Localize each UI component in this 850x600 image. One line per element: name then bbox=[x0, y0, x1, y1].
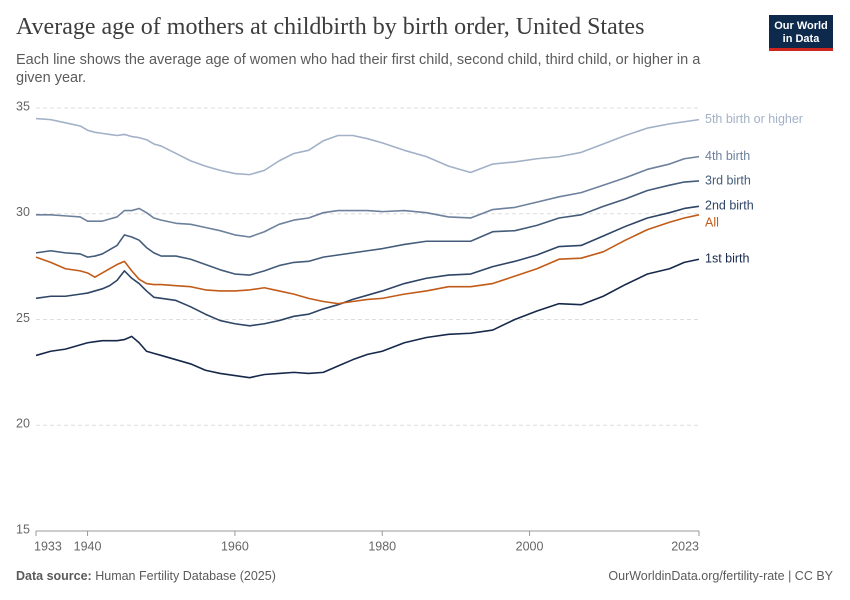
y-tick-label: 20 bbox=[16, 417, 30, 431]
x-tick-label: 2000 bbox=[516, 539, 544, 553]
legend-label: All bbox=[705, 216, 719, 230]
x-tick-label: 2023 bbox=[671, 539, 699, 553]
legend-label: 2nd birth bbox=[705, 199, 754, 213]
y-tick-label: 30 bbox=[16, 205, 30, 219]
logo[interactable]: Our World in Data bbox=[769, 15, 833, 51]
x-tick-label: 1960 bbox=[221, 539, 249, 553]
y-tick-label: 25 bbox=[16, 311, 30, 325]
series-line bbox=[36, 155, 700, 238]
source-label: Data source: bbox=[16, 569, 92, 583]
source-note: Data source: Human Fertility Database (2… bbox=[16, 569, 276, 583]
x-tick-label: 1933 bbox=[34, 539, 62, 553]
series-line bbox=[35, 117, 700, 176]
series-line bbox=[35, 258, 700, 379]
legend-label: 5th birth or higher bbox=[705, 112, 803, 126]
chart-title: Average age of mothers at childbirth by … bbox=[16, 14, 645, 40]
y-tick-label: 15 bbox=[16, 522, 30, 536]
x-tick-label: 1940 bbox=[74, 539, 102, 553]
legend-label: 1st birth bbox=[705, 252, 750, 266]
legend-label: 3rd birth bbox=[705, 173, 751, 187]
series-line bbox=[35, 205, 700, 327]
series-line bbox=[35, 214, 700, 305]
source[interactable]: Human Fertility Database (2025) bbox=[95, 569, 276, 583]
x-tick-label: 1980 bbox=[368, 539, 396, 553]
legend-label: 4th birth bbox=[705, 149, 750, 163]
series-line bbox=[35, 180, 700, 276]
chart-subtitle: Each line shows the average age of women… bbox=[16, 52, 701, 86]
credit[interactable]: OurWorldinData.org/fertility-rate | CC B… bbox=[608, 569, 833, 583]
y-tick-label: 35 bbox=[16, 99, 30, 113]
